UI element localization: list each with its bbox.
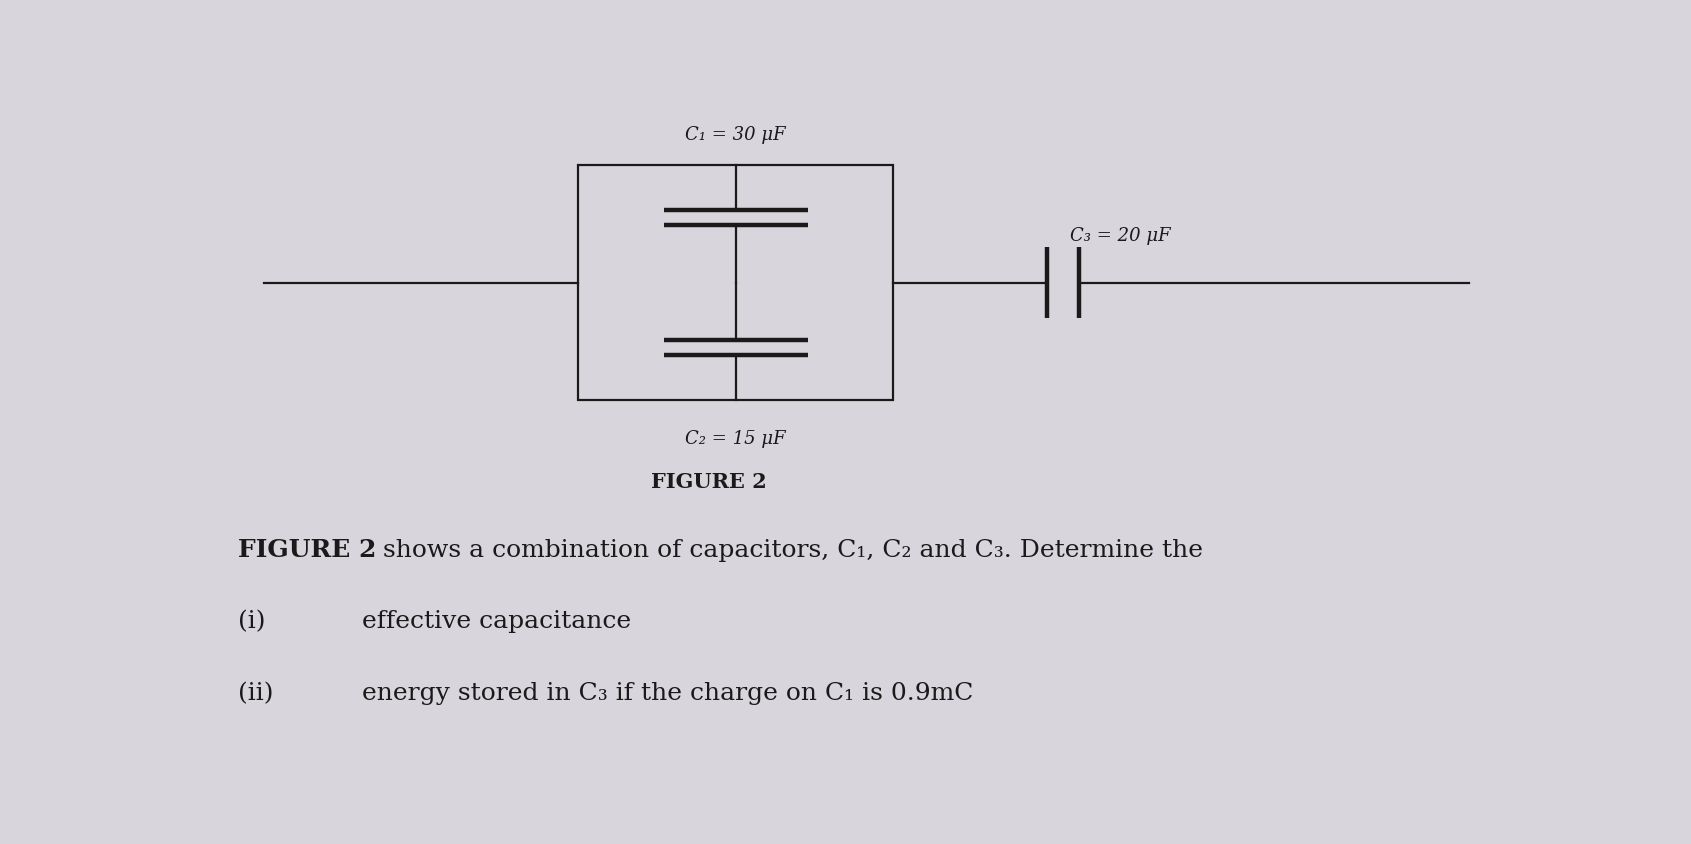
- Text: shows a combination of capacitors, C₁, C₂ and C₃. Determine the: shows a combination of capacitors, C₁, C…: [375, 538, 1204, 561]
- Bar: [578, 166, 893, 400]
- Text: C₃ = 20 μF: C₃ = 20 μF: [1070, 226, 1170, 244]
- Text: FIGURE 2: FIGURE 2: [651, 472, 768, 491]
- Text: FIGURE 2: FIGURE 2: [237, 538, 375, 562]
- Text: (i): (i): [237, 609, 265, 633]
- Text: C₂ = 15 μF: C₂ = 15 μF: [685, 430, 786, 447]
- Text: effective capacitance: effective capacitance: [362, 609, 631, 633]
- Text: C₁ = 30 μF: C₁ = 30 μF: [685, 126, 786, 143]
- Text: (ii): (ii): [237, 681, 272, 704]
- Text: energy stored in C₃ if the charge on C₁ is 0.9mC: energy stored in C₃ if the charge on C₁ …: [362, 681, 974, 704]
